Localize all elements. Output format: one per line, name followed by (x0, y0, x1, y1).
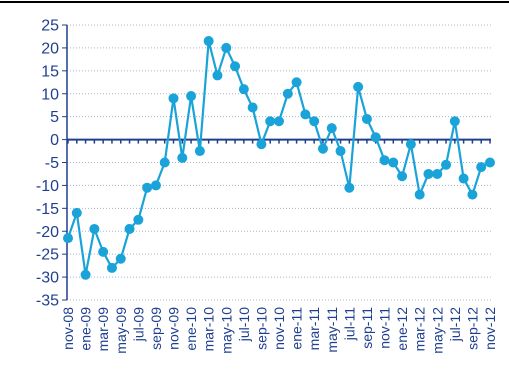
data-point (142, 182, 153, 193)
data-point (89, 223, 100, 234)
data-point (63, 233, 73, 244)
data-point (458, 173, 469, 184)
y-tick-label: 20 (41, 40, 59, 57)
data-point (177, 152, 188, 163)
y-tick-label: -35 (36, 293, 59, 310)
series-line (66, 39, 491, 276)
y-tick-label: 25 (41, 18, 59, 35)
data-point (432, 168, 443, 179)
data-point (326, 123, 337, 134)
x-tick-label: mar-12 (412, 307, 428, 352)
data-point (194, 146, 205, 157)
data-point (186, 91, 197, 102)
y-tick-label: -5 (45, 155, 59, 172)
y-tick-label: -30 (36, 270, 59, 287)
y-tick-label: -25 (36, 247, 59, 264)
x-tick-label: mar-09 (95, 307, 111, 352)
data-point (159, 157, 170, 168)
data-point (449, 116, 460, 127)
data-point (212, 70, 223, 81)
data-point (309, 116, 320, 127)
data-point (405, 139, 416, 150)
x-tick-label: jul-12 (447, 307, 463, 342)
x-tick-label: may-12 (429, 307, 445, 354)
data-point (106, 262, 117, 273)
data-points (63, 36, 495, 280)
gridlines (67, 24, 491, 301)
x-tick-label: ene-10 (183, 307, 199, 351)
x-tick-label: may-11 (324, 307, 340, 353)
x-tick-label: may-09 (113, 307, 129, 354)
data-point (423, 168, 434, 179)
data-point (476, 162, 487, 173)
data-point (361, 113, 372, 124)
data-point (397, 171, 408, 182)
data-point (98, 246, 109, 257)
data-point (344, 182, 355, 193)
data-point (485, 157, 495, 168)
x-tick-label: nov-12 (482, 307, 498, 350)
data-point (256, 139, 267, 150)
x-tick-label: mar-10 (201, 307, 217, 352)
y-tick-label: 5 (50, 109, 59, 126)
data-point (414, 189, 425, 200)
data-point (203, 36, 214, 47)
data-point (71, 207, 82, 218)
data-point (230, 61, 241, 72)
x-tick-label: jul-11 (341, 307, 357, 341)
data-point (379, 155, 390, 166)
data-point (221, 42, 232, 53)
x-tick-label: ene-12 (394, 307, 410, 351)
x-tick-label: sep-09 (148, 307, 164, 350)
data-point (370, 132, 381, 143)
data-point (238, 84, 249, 95)
y-tick-label: -20 (36, 224, 59, 241)
data-point (300, 109, 311, 120)
data-point (247, 102, 258, 113)
x-tick-label: sep-10 (253, 307, 269, 350)
x-tick-label: nov-09 (166, 307, 182, 350)
data-point (133, 214, 144, 225)
data-point (317, 143, 328, 154)
x-tick-label: mar-11 (306, 307, 322, 351)
x-axis-tick-labels: nov-08 ene-09 mar-09 may-09 jul-09 sep-09 nov-… (60, 307, 498, 354)
data-point (274, 116, 284, 127)
data-point (265, 116, 276, 127)
data-point (150, 180, 161, 191)
data-point (115, 253, 126, 264)
data-point (335, 146, 346, 157)
x-tick-label: nov-10 (271, 307, 287, 350)
y-tick-label: 10 (41, 86, 59, 103)
x-tick-label: ene-11 (289, 307, 305, 350)
y-tick-label: 0 (50, 132, 59, 149)
data-point (467, 189, 478, 200)
data-point (168, 93, 179, 104)
x-tick-label: ene-09 (78, 307, 94, 351)
data-point (291, 77, 302, 88)
x-tick-label: jul-10 (236, 307, 252, 342)
y-axis-tick-labels: -35 -30 -25 -20 -15 -10 -5 0 5 10 15 20 25 (36, 18, 67, 310)
x-tick-label: jul-09 (130, 307, 146, 342)
y-tick-label: 15 (41, 63, 59, 80)
x-tick-label: nov-11 (377, 307, 393, 349)
x-tick-label: nov-08 (60, 307, 76, 350)
data-point (353, 81, 364, 92)
x-tick-label: sep-12 (464, 307, 480, 350)
x-tick-label: sep-11 (359, 307, 375, 349)
y-tick-label: -10 (36, 178, 59, 195)
y-tick-label: -15 (36, 201, 59, 218)
data-point (388, 157, 399, 168)
data-point (282, 88, 293, 99)
data-point (80, 269, 91, 280)
data-point (124, 223, 135, 234)
x-tick-label: may-10 (218, 307, 234, 354)
data-point (441, 159, 452, 170)
